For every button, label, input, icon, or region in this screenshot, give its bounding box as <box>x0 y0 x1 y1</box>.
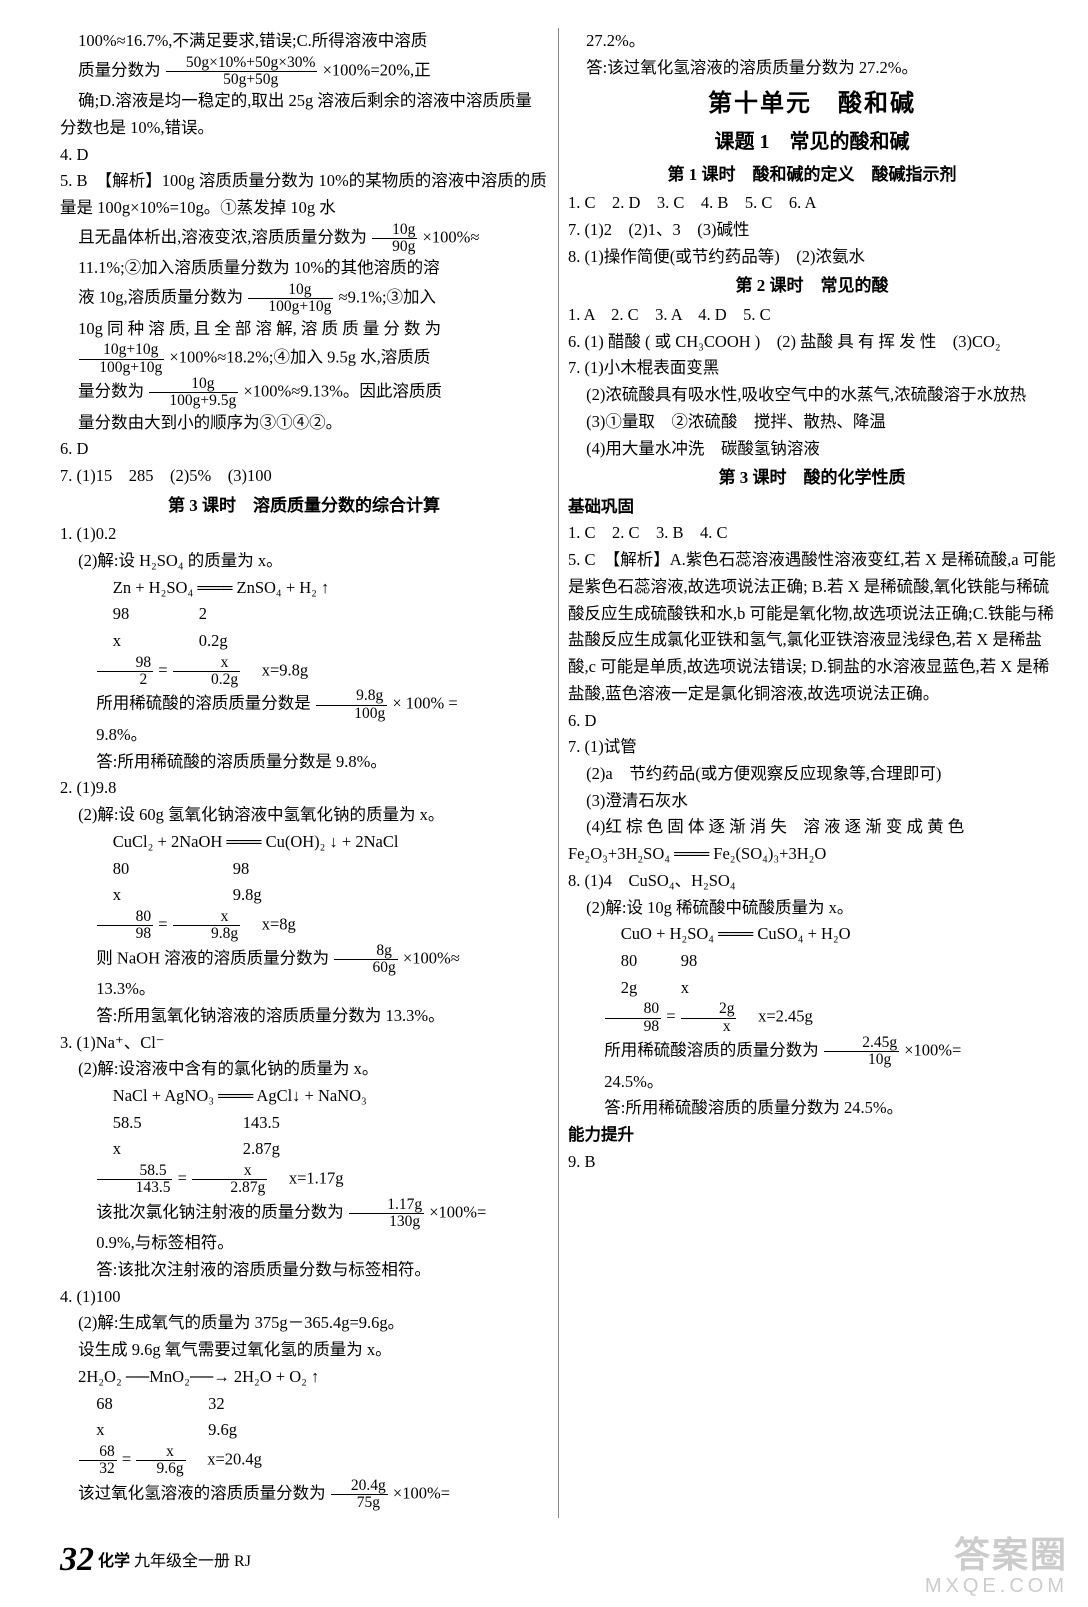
eq-row: x2.87g <box>113 1136 548 1163</box>
page-footer: 32 化学 九年级全一册 RJ <box>60 1532 1056 1587</box>
text: 所用稀硫酸溶质的质量分数为 2.45g10g ×100%= <box>568 1035 1056 1069</box>
text: 确;D.溶液是均一稳定的,取出 25g 溶液后剩余的溶液中溶质质量分数也是 10… <box>60 88 548 141</box>
answer: 4. (1)100 <box>60 1284 548 1311</box>
answer: 8. (1)操作简便(或节约药品等) (2)浓氨水 <box>568 244 1056 271</box>
text: 且无晶体析出,溶液变浓,溶质质量分数为 10g90g ×100%≈ <box>60 222 548 256</box>
text: 质量分数为 50g×10%+50g×30%50g+50g ×100%=20%,正 <box>60 55 548 89</box>
text: 11.1%;②加入溶质质量分数为 10%的其他溶质的溶 <box>60 255 548 282</box>
grade-label: 九年级全一册 RJ <box>134 1553 251 1570</box>
section-label: 基础巩固 <box>568 494 1056 521</box>
text: 则 NaOH 溶液的溶质质量分数为 8g60g ×100%≈ <box>60 943 548 977</box>
answer: 7. (1)试管 <box>568 734 1056 761</box>
answer: 3. (1)Na⁺、Cl⁻ <box>60 1030 548 1057</box>
answer: 5. B 【解析】100g 溶质质量分数为 10%的某物质的溶液中溶质的质量是 … <box>60 168 548 221</box>
text: 9.8%。 <box>60 722 548 749</box>
text: (2)a 节约药品(或方便观察反应现象等,合理即可) <box>568 761 1056 788</box>
eq-frac: 8098 = 2gx x=2.45g <box>568 1001 1056 1035</box>
answer: 1. (1)0.2 <box>60 521 548 548</box>
text: (4)红 棕 色 固 体 逐 渐 消 失 溶 液 逐 渐 变 成 黄 色 Fe₂… <box>568 814 1056 867</box>
eq-frac: 58.5143.5 = x2.87g x=1.17g <box>60 1163 548 1197</box>
answer: 2. (1)9.8 <box>60 775 548 802</box>
unit-heading: 第十单元 酸和碱 <box>568 85 1056 124</box>
page-number: 32 <box>60 1541 94 1578</box>
text: 量分数为 10g100g+9.5g ×100%≈9.13%。因此溶质质 <box>60 376 548 410</box>
eq-row: 2gx <box>621 975 1056 1002</box>
text: 该过氧化氢溶液的溶质质量分数为 20.4g75g ×100%= <box>60 1478 548 1512</box>
text: (2)浓硫酸具有吸水性,吸收空气中的水蒸气,浓硫酸溶于水放热 <box>568 382 1056 409</box>
lesson-heading: 第 3 课时 酸的化学性质 <box>568 464 1056 492</box>
answer: 9. B <box>568 1149 1056 1176</box>
equation: NaCl + AgNO₃ ═══ AgCl↓ + NaNO₃ <box>113 1083 548 1110</box>
text: (2)解:设 60g 氢氧化钠溶液中氢氧化钠的质量为 x。 <box>60 802 548 829</box>
text: 24.5%。 <box>568 1069 1056 1096</box>
equation: 2H₂O₂ ──MnO₂──→ 2H₂O + O₂ ↑ <box>60 1364 548 1391</box>
lesson-heading: 第 2 课时 常见的酸 <box>568 272 1056 300</box>
eq-frac: 6832 = x9.6g x=20.4g <box>60 1444 548 1478</box>
text: (4)用大量水冲洗 碳酸氢钠溶液 <box>568 436 1056 463</box>
equation: Zn + H₂SO₄ ═══ ZnSO₄ + H₂ ↑ <box>113 575 548 602</box>
answer: 7. (1)小木棍表面变黑 <box>568 355 1056 382</box>
text: (3)①量取 ②浓硫酸 搅拌、散热、降温 <box>568 409 1056 436</box>
text: (3)澄清石灰水 <box>568 788 1056 815</box>
section-label: 能力提升 <box>568 1122 1056 1149</box>
eq-row: 8098 <box>113 856 548 883</box>
text: 答:该批次注射液的溶质质量分数与标签相符。 <box>60 1257 548 1284</box>
equation: CuCl₂ + 2NaOH ═══ Cu(OH)₂ ↓ + 2NaCl <box>113 829 548 856</box>
eq-row: 982 <box>113 601 548 628</box>
text: (2)解:生成氧气的质量为 375g－365.4g=9.6g。 <box>60 1310 548 1337</box>
eq-row: x9.8g <box>113 882 548 909</box>
text: 0.9%,与标签相符。 <box>60 1230 548 1257</box>
subject-label: 化学 <box>98 1553 130 1570</box>
eq-row: 8098 <box>621 948 1056 975</box>
answer: 1. C 2. D 3. C 4. B 5. C 6. A <box>568 190 1056 217</box>
text: 答:所用稀硫酸的溶质质量分数是 9.8%。 <box>60 749 548 776</box>
text: 液 10g,溶质质量分数为 10g100g+10g ≈9.1%;③加入 <box>60 282 548 316</box>
eq-row: x9.6g <box>60 1417 548 1444</box>
text: 答:该过氧化氢溶液的溶质质量分数为 27.2%。 <box>568 55 1056 82</box>
text: (2)解:设 H₂SO₄ 的质量为 x。 <box>60 548 548 575</box>
answer: 5. C 【解析】A.紫色石蕊溶液遇酸性溶液变红,若 X 是稀硫酸,a 可能是紫… <box>568 547 1056 707</box>
topic-heading: 课题 1 常见的酸和碱 <box>568 126 1056 158</box>
answer: 7. (1)15 285 (2)5% (3)100 <box>60 463 548 490</box>
text: 该批次氯化钠注射液的质量分数为 1.17g130g ×100%= <box>60 1197 548 1231</box>
eq-row: x0.2g <box>113 628 548 655</box>
text: 10g 同 种 溶 质, 且 全 部 溶 解, 溶 质 质 量 分 数 为 <box>60 316 548 343</box>
answer: 4. D <box>60 142 548 169</box>
page-body: 100%≈16.7%,不满足要求,错误;C.所得溶液中溶质 质量分数为 50g×… <box>60 28 1056 1518</box>
text: 所用稀硫酸的溶质质量分数是 9.8g100g × 100% = <box>60 688 548 722</box>
answer: 6. D <box>60 436 548 463</box>
answer: 6. (1) 醋酸 ( 或 CH₃COOH ) (2) 盐酸 具 有 挥 发 性… <box>568 329 1056 356</box>
answer: 1. A 2. C 3. A 4. D 5. C <box>568 302 1056 329</box>
text: (2)解:设溶液中含有的氯化钠的质量为 x。 <box>60 1056 548 1083</box>
answer: 8. (1)4 CuSO₄、H₂SO₄ <box>568 868 1056 895</box>
text: 答:所用氢氧化钠溶液的溶质质量分数为 13.3%。 <box>60 1003 548 1030</box>
text: (2)解:设 10g 稀硫酸中硫酸质量为 x。 <box>568 895 1056 922</box>
answer: 6. D <box>568 708 1056 735</box>
eq-row: 58.5143.5 <box>113 1110 548 1137</box>
text: 27.2%。 <box>568 28 1056 55</box>
eq-row: 6832 <box>60 1391 548 1418</box>
eq-frac: 982 = x0.2g x=9.8g <box>60 655 548 689</box>
answer: 7. (1)2 (2)1、3 (3)碱性 <box>568 217 1056 244</box>
equation: CuO + H₂SO₄ ═══ CuSO₄ + H₂O <box>621 921 1056 948</box>
lesson-heading: 第 1 课时 酸和碱的定义 酸碱指示剂 <box>568 161 1056 189</box>
lesson-heading: 第 3 课时 溶质质量分数的综合计算 <box>60 492 548 520</box>
text: 答:所用稀硫酸溶质的质量分数为 24.5%。 <box>568 1095 1056 1122</box>
text: 量分数由大到小的顺序为③①④②。 <box>60 410 548 437</box>
text: 13.3%。 <box>60 976 548 1003</box>
text: 设生成 9.6g 氧气需要过氧化氢的质量为 x。 <box>60 1337 548 1364</box>
answer: 1. C 2. C 3. B 4. C <box>568 520 1056 547</box>
eq-frac: 8098 = x9.8g x=8g <box>60 909 548 943</box>
text: 10g+10g100g+10g ×100%≈18.2%;④加入 9.5g 水,溶… <box>60 342 548 376</box>
text: 100%≈16.7%,不满足要求,错误;C.所得溶液中溶质 <box>60 28 548 55</box>
